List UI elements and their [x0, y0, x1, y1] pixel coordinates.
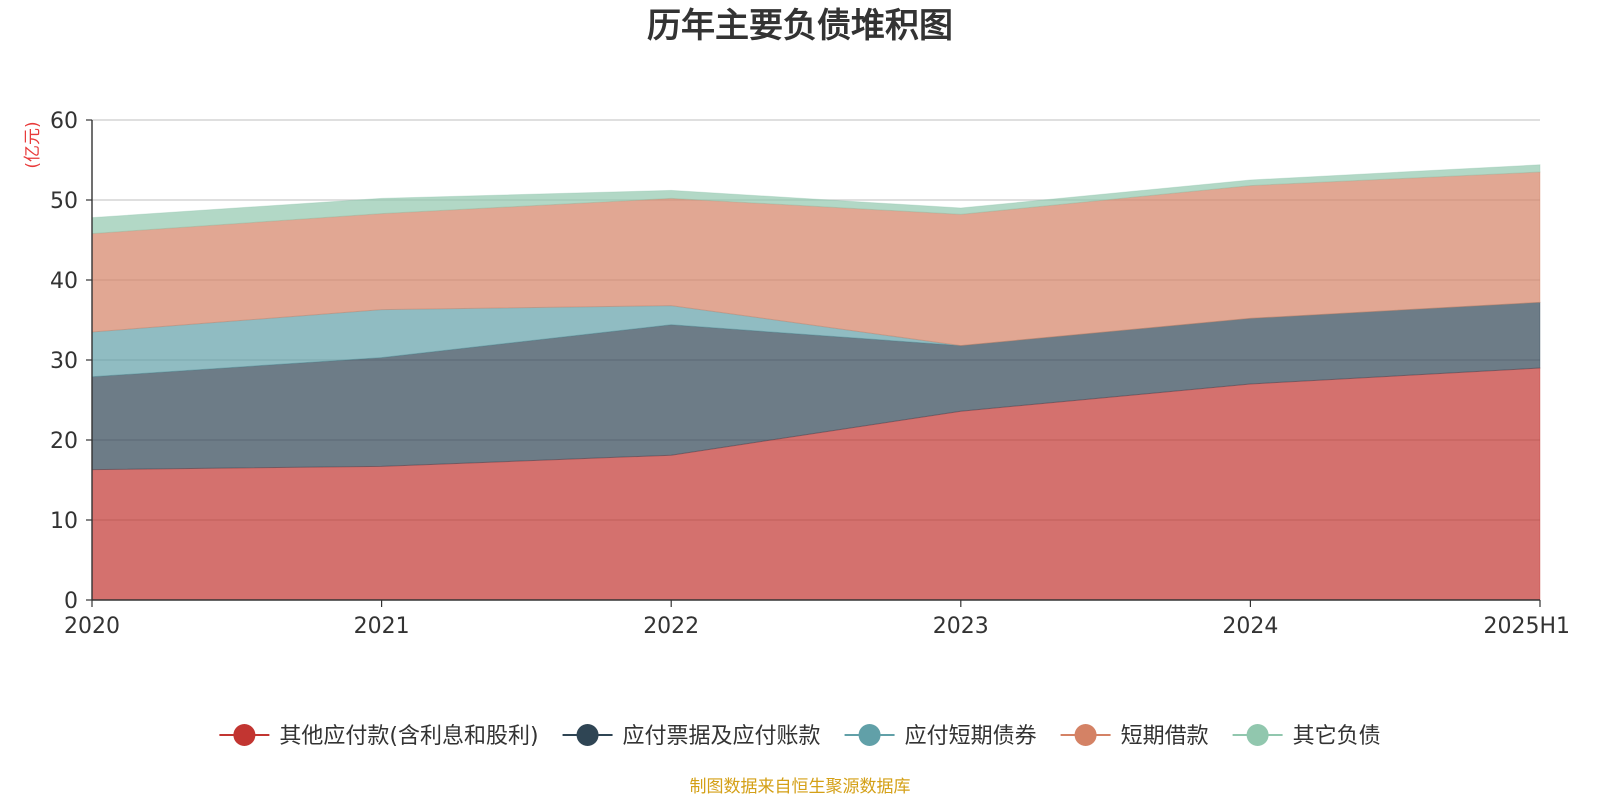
x-tick-label: 2020 — [64, 614, 120, 639]
y-axis-unit-label: (亿元) — [23, 121, 43, 168]
legend-label: 其他应付款(含利息和股利) — [279, 724, 538, 749]
legend-item-4[interactable]: 其它负债 — [1232, 724, 1381, 749]
legend-marker-icon — [1246, 724, 1269, 746]
x-tick-label: 2021 — [354, 614, 410, 639]
legend-label: 应付票据及应付账款 — [623, 724, 821, 749]
legend-label: 其它负债 — [1293, 724, 1381, 749]
y-tick-label: 40 — [50, 269, 78, 294]
x-tick-label: 2023 — [933, 614, 989, 639]
legend-item-2[interactable]: 应付短期债券 — [844, 724, 1037, 749]
legend-marker-icon — [576, 724, 599, 746]
y-tick-label: 50 — [50, 189, 78, 214]
area-series-group — [91, 164, 1541, 601]
y-tick-label: 0 — [64, 589, 78, 614]
legend-item-0[interactable]: 其他应付款(含利息和股利) — [219, 724, 539, 749]
legend-marker-icon — [858, 724, 881, 746]
chart-title: 历年主要负债堆积图 — [647, 6, 953, 46]
x-tick-label: 2025H1 — [1483, 614, 1570, 639]
y-tick-label: 10 — [50, 509, 78, 534]
y-tick-label: 60 — [50, 109, 78, 134]
y-tick-label: 20 — [50, 429, 78, 454]
y-tick-label: 30 — [50, 349, 78, 374]
legend-marker-icon — [233, 724, 256, 746]
axes: 0 10 20 30 40 50 60 2020 2021 2022 2023 2024 2025H1 — [50, 109, 1570, 639]
legend-marker-icon — [1074, 724, 1097, 746]
legend: 其他应付款(含利息和股利) 应付票据及应付账款 应付短期债券 短期借款 其它负债 — [219, 724, 1381, 749]
legend-label: 应付短期债券 — [905, 724, 1037, 749]
legend-item-3[interactable]: 短期借款 — [1060, 724, 1209, 749]
legend-item-1[interactable]: 应付票据及应付账款 — [562, 724, 821, 749]
x-tick-label: 2022 — [643, 614, 699, 639]
area-series-4[interactable] — [91, 164, 1541, 235]
x-tick-label: 2024 — [1222, 614, 1278, 639]
data-source-note: 制图数据来自恒生聚源数据库 — [690, 777, 911, 797]
legend-label: 短期借款 — [1121, 724, 1209, 749]
